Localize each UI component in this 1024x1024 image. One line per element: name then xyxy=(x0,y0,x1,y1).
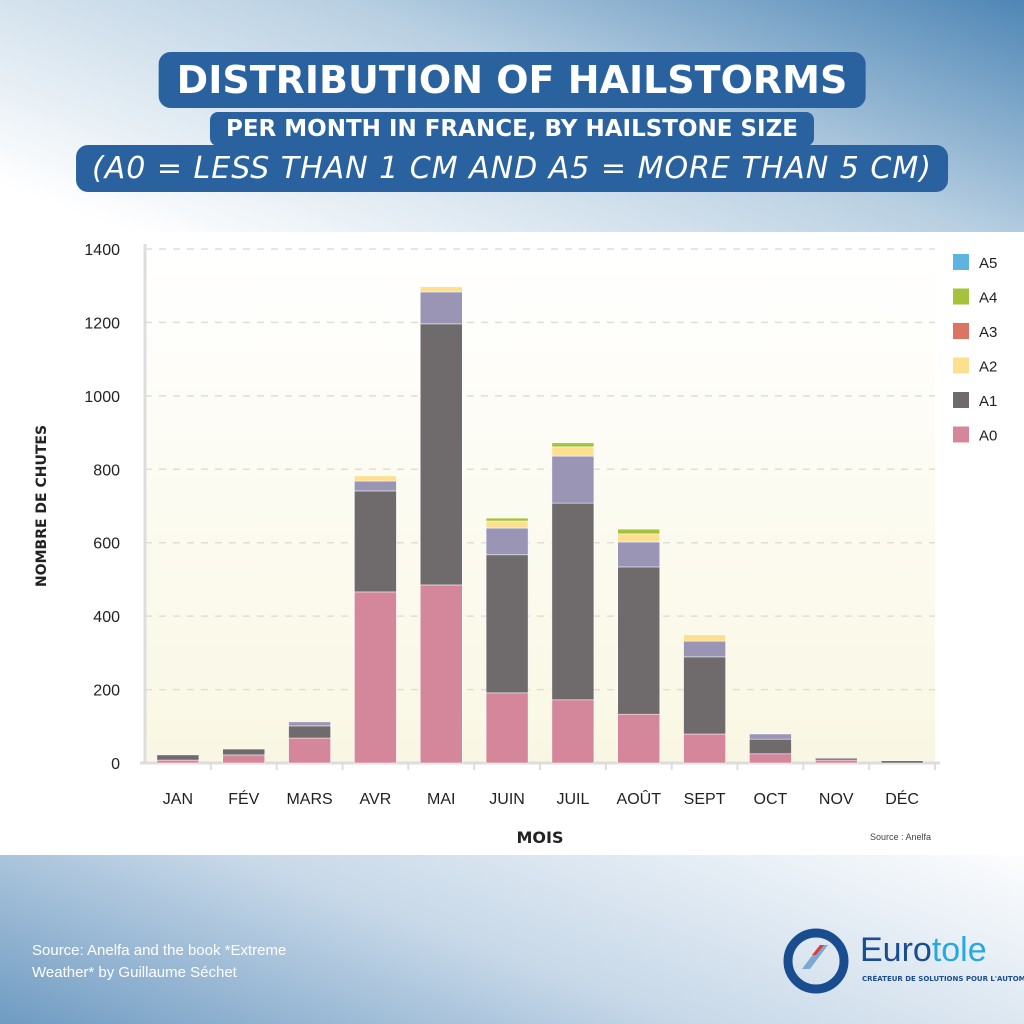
bar-segment xyxy=(222,754,265,764)
legend-swatch xyxy=(953,426,969,443)
bar-segment xyxy=(683,640,726,658)
bar-segment xyxy=(288,721,331,727)
x-tick-label: JUIN xyxy=(489,791,525,808)
y-tick-label: 1400 xyxy=(84,242,120,259)
chart-subtitle: PER MONTH IN FRANCE, BY HAILSTONE SIZE xyxy=(209,112,815,146)
bar-segment xyxy=(354,480,397,492)
y-tick-label: 200 xyxy=(93,683,120,700)
bar-segment xyxy=(683,733,726,764)
bar-segment xyxy=(485,692,529,764)
bar-segment xyxy=(617,566,660,715)
x-tick-label: FÉV xyxy=(228,789,259,808)
logo-emblem-icon xyxy=(783,928,849,994)
legend-label: A3 xyxy=(979,324,997,341)
plot-background xyxy=(145,249,935,763)
x-tick-label: JAN xyxy=(163,791,193,808)
bar-segment xyxy=(551,446,595,457)
y-tick-label: 400 xyxy=(93,609,120,626)
x-axis-label: MOIS xyxy=(517,828,564,847)
logo-name-a: Euro xyxy=(860,931,932,969)
legend-swatch xyxy=(953,254,969,270)
y-tick-label: 1200 xyxy=(84,315,120,332)
bar-segment xyxy=(420,323,463,586)
legend-label: A5 xyxy=(979,255,997,272)
x-tick-label: OCT xyxy=(754,791,788,808)
x-tick-label: MARS xyxy=(286,791,332,808)
bar-segment xyxy=(551,442,595,448)
chart-panel: 0 200 400 600 800 1000 1200 1400 JAN FÉV MARS AVR MA… xyxy=(0,232,1024,855)
bar-segment xyxy=(749,753,792,764)
legend-label: A1 xyxy=(979,393,997,410)
x-tick-label: DÉC xyxy=(885,789,919,808)
bar-segment xyxy=(485,517,529,522)
x-tick-label: JUIL xyxy=(556,791,589,808)
legend-label: A4 xyxy=(979,290,997,307)
bar-segment xyxy=(683,634,726,642)
x-tick-label: SEPT xyxy=(684,791,726,808)
bar-segment xyxy=(815,757,858,761)
y-axis-label: NOMBRE DE CHUTES xyxy=(34,425,50,587)
y-tick-label: 0 xyxy=(111,756,120,773)
bar-segment xyxy=(880,760,924,764)
bar-segment xyxy=(485,520,529,529)
x-tick-label: AVR xyxy=(360,791,392,808)
bar-segment xyxy=(156,759,200,764)
x-tick-label: MAI xyxy=(427,791,455,808)
bar-segment xyxy=(288,737,331,764)
bar-segment xyxy=(485,554,529,694)
bar-segment xyxy=(420,584,463,764)
title-banner: DISTRIBUTION OF HAILSTORMS PER MONTH IN … xyxy=(0,0,1024,232)
y-tick-label: 600 xyxy=(93,536,120,553)
x-tick-label: NOV xyxy=(819,791,854,808)
bar-segment xyxy=(551,502,595,701)
legend-swatch xyxy=(953,357,969,374)
bar-segment xyxy=(420,291,463,325)
footer-source: Source: Anelfa and the book *Extreme Wea… xyxy=(32,942,287,981)
bar-segment xyxy=(617,541,660,568)
y-tick-label: 1000 xyxy=(84,389,120,406)
chart-source: Source : Anelfa xyxy=(870,832,932,842)
bar-segment xyxy=(815,759,858,764)
logo-tagline: CRÉATEUR DE SOLUTIONS POUR L'AUTOMOBILE xyxy=(862,975,1024,983)
bar-segment xyxy=(551,699,595,764)
y-tick-label: 800 xyxy=(93,462,120,479)
bar-segment xyxy=(617,713,660,764)
legend-label: A0 xyxy=(979,428,997,445)
bar-segment xyxy=(420,286,463,293)
bar-segment xyxy=(222,748,265,756)
bar-segment xyxy=(485,527,529,556)
bar-segment xyxy=(617,528,660,535)
bar-segment xyxy=(749,738,792,755)
x-tick-label: AOÛT xyxy=(617,789,662,808)
bar-segment xyxy=(156,754,200,761)
bar-segment xyxy=(617,533,660,543)
bar-segment xyxy=(551,455,595,504)
bar-segment xyxy=(683,656,726,735)
legend-swatch xyxy=(953,323,969,339)
bar-segment xyxy=(354,591,397,764)
bar-segment xyxy=(354,490,397,593)
eurotole-logo: Eurotole CRÉATEUR DE SOLUTIONS POUR L'AU… xyxy=(780,925,1024,995)
bar-segment xyxy=(354,475,397,482)
logo-name-b: tole xyxy=(931,931,987,969)
bar-segment xyxy=(288,725,331,739)
stacked-bar-chart: 0 200 400 600 800 1000 1200 1400 JAN FÉV MARS AVR MA… xyxy=(34,242,997,847)
legend-label: A2 xyxy=(979,359,997,376)
legend-swatch xyxy=(953,288,969,305)
chart-title: DISTRIBUTION OF HAILSTORMS xyxy=(158,52,866,108)
legend-swatch xyxy=(953,392,969,408)
chart-note: (A0 = LESS THAN 1 CM AND A5 = MORE THAN … xyxy=(76,145,948,192)
bar-segment xyxy=(749,733,792,740)
